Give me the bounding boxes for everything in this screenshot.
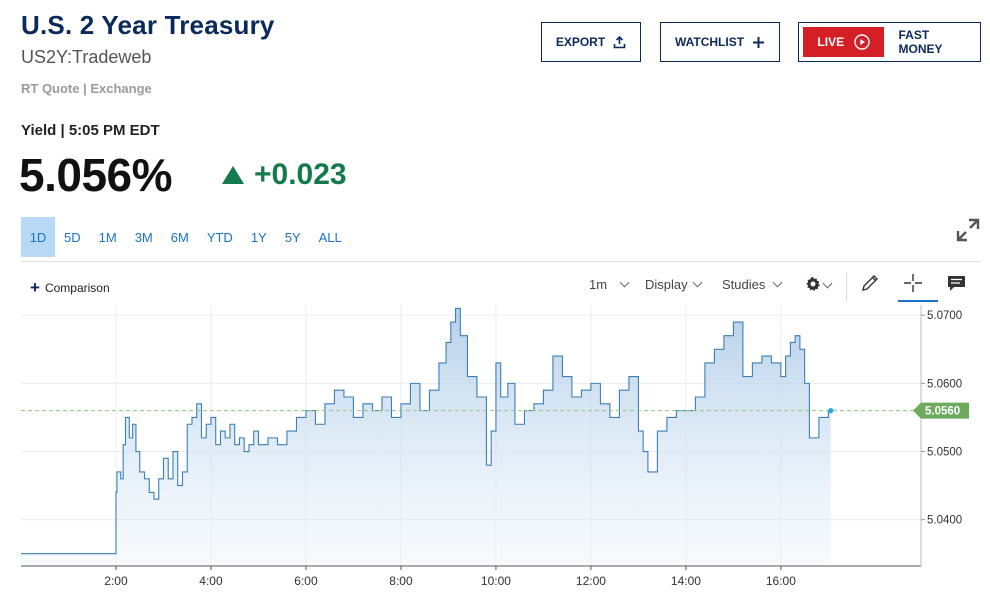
toolbar-separator bbox=[846, 272, 847, 302]
comment-icon[interactable] bbox=[947, 275, 966, 292]
yield-line bbox=[21, 307, 831, 555]
pencil-icon[interactable] bbox=[860, 273, 880, 293]
current-value-label-bg bbox=[913, 402, 969, 419]
comparison-label: Comparison bbox=[44, 280, 110, 295]
x-tick-label: 4:00 bbox=[199, 574, 223, 588]
crosshair-icon[interactable] bbox=[903, 273, 923, 293]
last-price: 5.056% bbox=[19, 149, 173, 201]
symbol-label: US2Y:Tradeweb bbox=[21, 47, 152, 67]
chevron-down-icon bbox=[822, 278, 833, 289]
current-value-label: 5.0560 bbox=[925, 406, 960, 418]
x-tick-label: 6:00 bbox=[294, 574, 318, 588]
change-value: +0.023 bbox=[254, 158, 347, 191]
yield-area bbox=[21, 308, 831, 566]
range-3m[interactable]: 3M bbox=[134, 229, 153, 245]
chevron-down-icon bbox=[692, 277, 703, 288]
range-1d[interactable]: 1D bbox=[21, 217, 55, 257]
watchlist-button[interactable]: WATCHLIST bbox=[660, 22, 780, 62]
quote-source: RT Quote | Exchange bbox=[21, 81, 152, 96]
watchlist-label: WATCHLIST bbox=[674, 35, 745, 49]
range-1y[interactable]: 1Y bbox=[250, 229, 267, 245]
chevron-down-icon bbox=[772, 277, 783, 288]
x-tick-label: 16:00 bbox=[766, 574, 796, 588]
export-button[interactable]: EXPORT bbox=[541, 22, 641, 62]
x-tick-label: 10:00 bbox=[481, 574, 511, 588]
section-divider bbox=[21, 261, 981, 262]
play-circle-icon bbox=[854, 34, 870, 50]
price-change: +0.023 bbox=[222, 158, 347, 192]
page-title: U.S. 2 Year Treasury bbox=[21, 10, 275, 40]
live-fast-money-button[interactable]: LIVE FAST MONEY bbox=[798, 22, 981, 62]
plus-icon: + bbox=[30, 278, 40, 297]
fast-money-label: FAST MONEY bbox=[898, 28, 943, 56]
y-tick-label: 5.0700 bbox=[927, 310, 962, 322]
expand-icon[interactable] bbox=[955, 217, 981, 243]
chevron-down-icon bbox=[619, 277, 630, 288]
live-badge: LIVE bbox=[803, 27, 885, 57]
upload-icon bbox=[613, 35, 626, 49]
range-6m[interactable]: 6M bbox=[170, 229, 189, 245]
gear-icon bbox=[805, 276, 821, 295]
x-tick-label: 8:00 bbox=[389, 574, 413, 588]
x-tick-label: 2:00 bbox=[104, 574, 128, 588]
quote-time-label: Yield | 5:05 PM EDT bbox=[21, 122, 160, 139]
interval-label: 1m bbox=[589, 277, 608, 292]
up-arrow-icon bbox=[222, 166, 244, 184]
plus-icon bbox=[752, 36, 765, 49]
yield-chart[interactable]: 2:00 4:00 6:00 8:00 10:00 12:00 14:00 16:00 5.07… bbox=[0, 305, 990, 595]
active-tool-indicator bbox=[898, 300, 938, 302]
x-tick-label: 12:00 bbox=[576, 574, 606, 588]
live-label: LIVE bbox=[817, 35, 845, 49]
display-label: Display bbox=[645, 277, 688, 292]
last-point-marker bbox=[828, 408, 834, 414]
range-all[interactable]: ALL bbox=[318, 229, 342, 245]
display-dropdown[interactable]: Display bbox=[645, 277, 703, 292]
y-tick-label: 5.0500 bbox=[927, 447, 962, 459]
interval-dropdown[interactable]: 1m bbox=[589, 277, 630, 292]
studies-dropdown[interactable]: Studies bbox=[722, 277, 783, 292]
studies-label: Studies bbox=[722, 277, 766, 292]
range-5y[interactable]: 5Y bbox=[284, 229, 301, 245]
range-ytd[interactable]: YTD bbox=[206, 229, 233, 245]
time-range-selector: 1D 5D 1M 3M 6M YTD 1Y 5Y ALL bbox=[21, 217, 351, 257]
range-1m[interactable]: 1M bbox=[98, 229, 117, 245]
x-tick-label: 14:00 bbox=[671, 574, 701, 588]
y-tick-label: 5.0400 bbox=[927, 515, 962, 527]
export-label: EXPORT bbox=[555, 35, 606, 49]
settings-dropdown[interactable] bbox=[805, 276, 833, 295]
comparison-button[interactable]: + Comparison bbox=[30, 279, 110, 296]
y-tick-label: 5.0600 bbox=[927, 378, 962, 390]
range-5d[interactable]: 5D bbox=[64, 229, 81, 245]
